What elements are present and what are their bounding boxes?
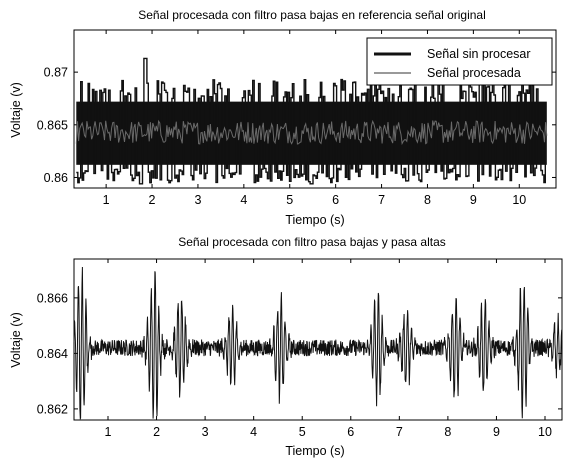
chart1-legend: Señal sin procesar Señal procesada xyxy=(366,37,553,86)
series-unprocessed-line xyxy=(76,57,547,185)
chart2-xtick-label: 4 xyxy=(250,425,257,439)
chart1-xlabel: Tiempo (s) xyxy=(285,213,344,227)
chart1-xtick-label: 2 xyxy=(149,193,156,207)
chart1-xtick-label: 5 xyxy=(286,193,293,207)
chart1-ylabel: Voltaje (v) xyxy=(9,82,23,138)
chart1-xtick-label: 10 xyxy=(512,193,526,207)
chart1-xtick-label: 6 xyxy=(332,193,339,207)
chart2-ytick-label: 0.862 xyxy=(37,402,68,416)
chart2-xtick-label: 1 xyxy=(105,425,112,439)
chart2-xtick-label: 9 xyxy=(493,425,500,439)
chart1-ytick-label: 0.87 xyxy=(44,66,68,80)
chart2-ylabel: Voltaje (v) xyxy=(9,312,23,368)
chart2-xtick-label: 3 xyxy=(202,425,209,439)
chart1-ytick-label: 0.865 xyxy=(37,118,68,132)
chart2-xtick-label: 8 xyxy=(444,425,451,439)
chart1-ticks: 1 2 3 4 5 6 7 8 9 10 0.86 0.865 0.87 xyxy=(37,30,556,207)
chart1-ytick-label: 0.86 xyxy=(44,171,68,185)
chart1-xtick-label: 3 xyxy=(194,193,201,207)
chart2-series xyxy=(73,266,563,421)
chart2-xtick-label: 5 xyxy=(299,425,306,439)
chart2-xtick-label: 10 xyxy=(538,425,552,439)
chart2-ytick-label: 0.866 xyxy=(37,291,68,305)
series-processed-line xyxy=(75,119,548,146)
chart2-xlabel: Tiempo (s) xyxy=(285,444,344,458)
chart2-xtick-label: 7 xyxy=(396,425,403,439)
chart1-xtick-label: 4 xyxy=(240,193,247,207)
chart2-ticks: 1 2 3 4 5 6 7 8 9 10 0.862 0.864 0.866 xyxy=(37,259,562,439)
chart1-title: Señal procesada con filtro pasa bajas en… xyxy=(138,8,486,22)
chart2-xtick-label: 6 xyxy=(347,425,354,439)
chart1-xtick-label: 7 xyxy=(378,193,385,207)
legend-label-unprocessed: Señal sin procesar xyxy=(427,47,531,61)
chart1-xtick-label: 8 xyxy=(424,193,431,207)
chart2-ytick-label: 0.864 xyxy=(37,347,68,361)
series-filtered-line xyxy=(73,266,563,421)
chart2-title: Señal procesada con filtro pasa bajas y … xyxy=(178,235,446,249)
chart1-series xyxy=(75,57,548,185)
chart1-xtick-label: 1 xyxy=(103,193,110,207)
chart1-legend-box xyxy=(366,37,553,86)
legend-label-processed: Señal procesada xyxy=(427,66,521,80)
chart1-xtick-label: 9 xyxy=(470,193,477,207)
chart2-xtick-label: 2 xyxy=(153,425,160,439)
